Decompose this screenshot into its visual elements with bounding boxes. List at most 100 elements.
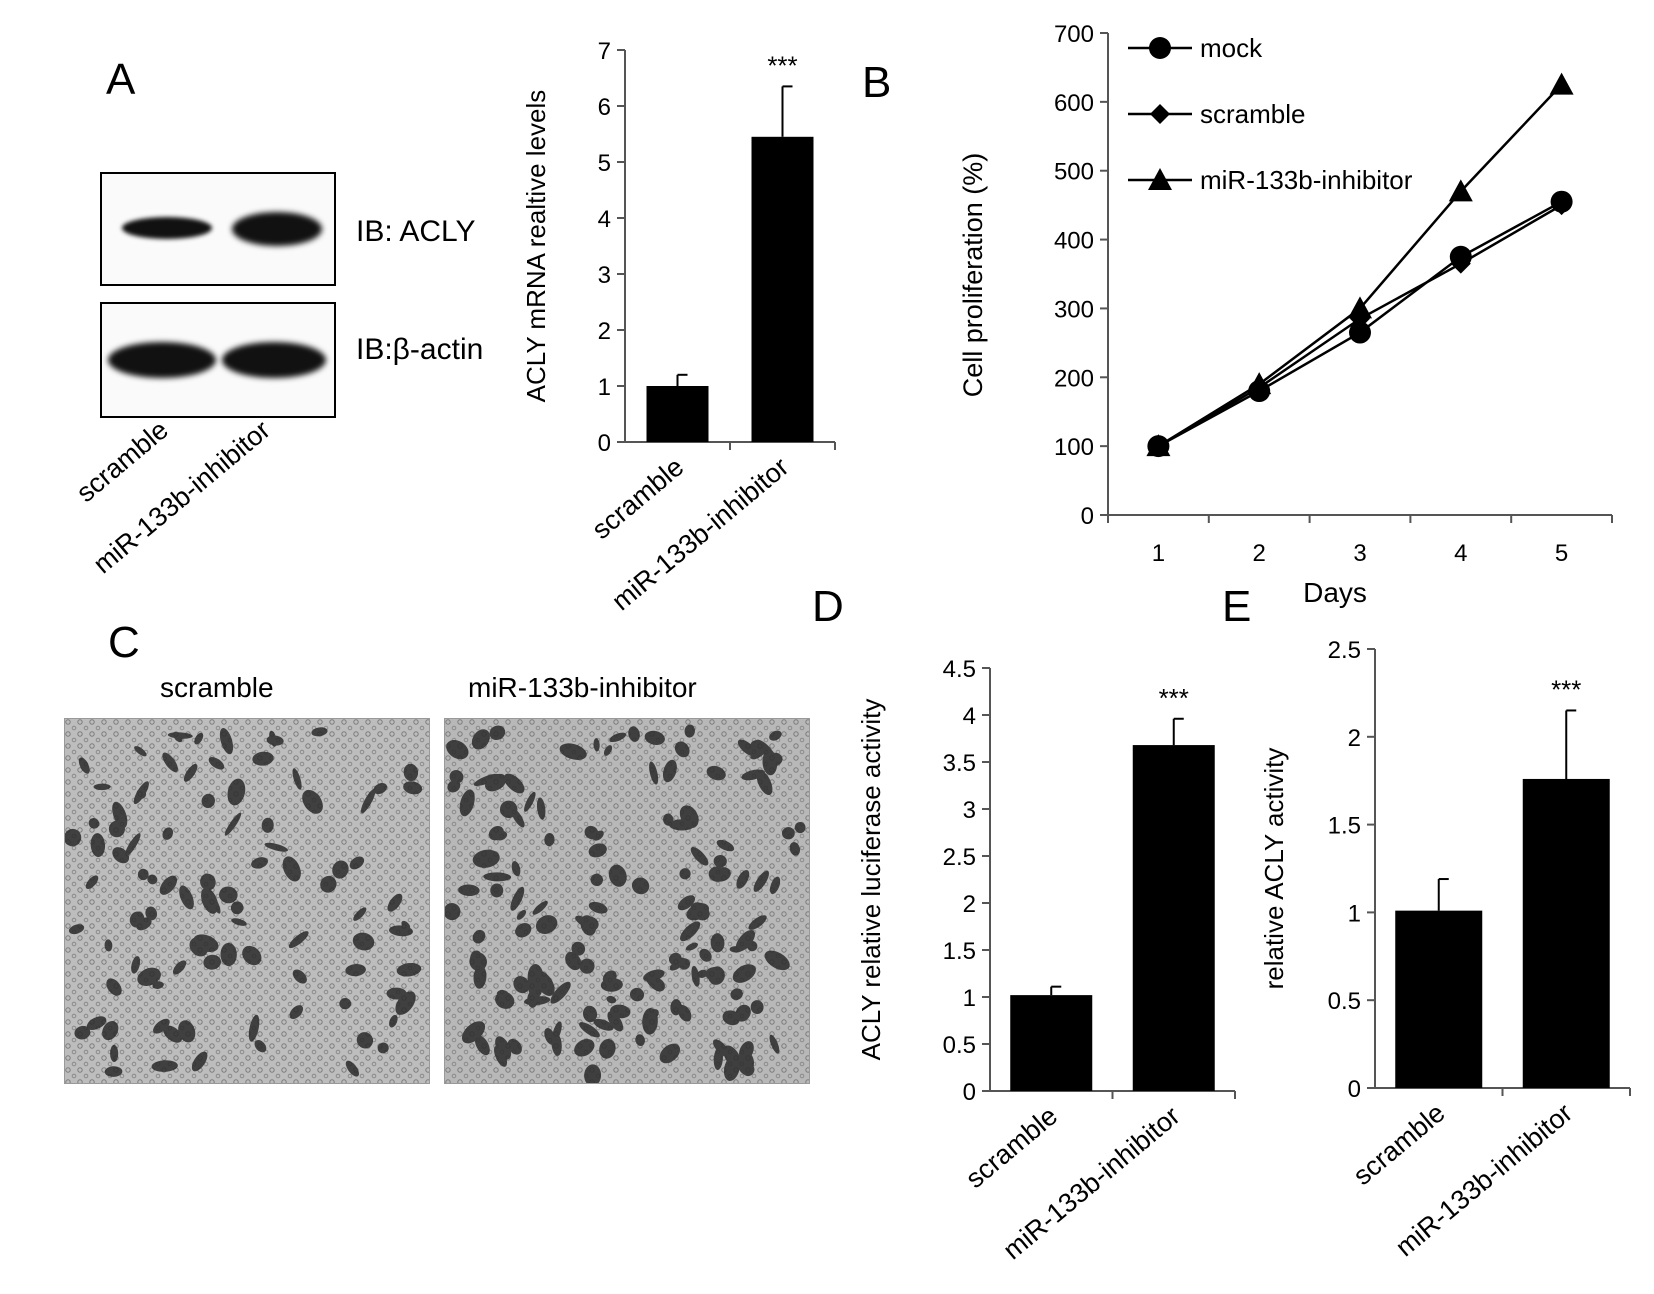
y-tick-label: 0.5 (1328, 988, 1361, 1015)
stained-cell (628, 726, 640, 742)
stained-cell (137, 868, 149, 881)
stained-cell (584, 1064, 602, 1083)
stained-cell (712, 1039, 730, 1057)
stained-cell (510, 807, 525, 828)
point-miR-133b-inhibitor (1549, 72, 1574, 95)
stained-cell (93, 783, 111, 791)
stained-cell (507, 1038, 522, 1055)
stained-cell (353, 907, 367, 921)
blot-label-actin: IB:β-actin (356, 333, 484, 366)
stained-cell (699, 948, 712, 962)
stained-cell (68, 924, 85, 935)
stained-cell (65, 828, 82, 847)
stained-cell (151, 1060, 178, 1072)
y-tick-label: 2 (598, 318, 611, 345)
stained-cell (145, 906, 158, 921)
stained-cell (599, 1038, 616, 1059)
stained-cell (490, 883, 504, 898)
stained-cell (302, 789, 323, 814)
stained-cell (769, 1034, 780, 1054)
band-acly-inhibitor (232, 212, 322, 246)
stained-cell (579, 1022, 600, 1038)
bar-miR-133b-inhibitor (1522, 778, 1610, 1088)
stained-cell (472, 929, 486, 944)
y-axis-label: ACLY mRNA realtive levels (521, 90, 551, 403)
stained-cell (659, 1043, 681, 1064)
stained-cell (387, 893, 403, 912)
bar-scramble (1010, 995, 1093, 1091)
y-tick-label: 4 (963, 703, 976, 730)
stained-cell (458, 884, 480, 897)
stained-cell (153, 1018, 170, 1034)
stained-cell (360, 788, 376, 814)
y-tick-label: 0 (598, 430, 611, 457)
bar-scramble (1395, 910, 1483, 1088)
stained-cell (90, 833, 106, 858)
stained-cell (737, 739, 757, 757)
stained-cell (635, 1034, 645, 1047)
panel-letter-e: E (1222, 582, 1252, 631)
stained-cell (764, 950, 790, 971)
y-tick-label: 0.5 (943, 1032, 976, 1059)
stained-cell (266, 735, 284, 746)
stained-cell (469, 952, 487, 971)
x-tick-label: 3 (1353, 540, 1366, 567)
stained-cell (352, 932, 375, 951)
y-tick-label: 7 (598, 38, 611, 65)
stained-cell (134, 746, 147, 757)
category-label: scramble (1347, 1098, 1450, 1191)
stained-cell (729, 946, 743, 953)
stained-cell (685, 942, 698, 951)
stained-cell (159, 875, 178, 895)
legend-marker-scramble (1150, 104, 1170, 124)
stained-cell (510, 886, 525, 911)
stained-cell (691, 966, 700, 987)
stained-cell (713, 854, 727, 868)
stained-cell (677, 895, 696, 911)
stained-cell (629, 987, 645, 1002)
point-scramble (1551, 195, 1572, 216)
stained-cell (137, 967, 161, 986)
panel-letter-d: D (812, 582, 844, 631)
stained-cell (574, 1038, 595, 1057)
stained-cell (748, 915, 767, 930)
y-tick-label: 600 (1054, 90, 1094, 117)
micrograph-inhibitor (444, 718, 810, 1084)
stained-cell (251, 857, 268, 869)
stained-cell (389, 1014, 398, 1028)
stained-cell (483, 872, 512, 882)
stained-cell (147, 874, 158, 885)
stained-cell (261, 817, 274, 833)
y-tick-label: 100 (1054, 434, 1094, 461)
stained-cell (403, 781, 423, 795)
stained-cell (753, 870, 770, 892)
stained-cell (88, 818, 100, 829)
stained-cell (473, 773, 500, 786)
stained-cell (532, 900, 548, 915)
stained-cell (85, 875, 99, 890)
stained-cell (78, 757, 90, 774)
stained-cell (377, 1042, 389, 1054)
stained-cell (172, 960, 187, 975)
stained-cell (559, 743, 587, 760)
y-tick-label: 2.5 (943, 844, 976, 871)
y-tick-label: 4 (598, 206, 611, 233)
stained-cell (219, 727, 234, 755)
band-acly-scramble (122, 217, 212, 239)
stained-cell (609, 732, 627, 743)
stained-cell (472, 849, 500, 868)
stained-cell (739, 1041, 754, 1061)
stained-cell (684, 724, 695, 738)
stained-cell (516, 909, 527, 920)
stained-cell (536, 797, 546, 820)
stained-cell (706, 765, 726, 781)
legend-marker-miR-133b-inhibitor (1148, 168, 1172, 190)
stained-cell (669, 819, 695, 831)
stained-cell (474, 1035, 490, 1056)
stained-cell (104, 939, 113, 952)
stained-cell (781, 827, 795, 840)
stained-cell (345, 1060, 360, 1077)
legend-label: mock (1200, 33, 1263, 63)
stained-cell (674, 741, 690, 758)
stained-cell (766, 752, 783, 767)
